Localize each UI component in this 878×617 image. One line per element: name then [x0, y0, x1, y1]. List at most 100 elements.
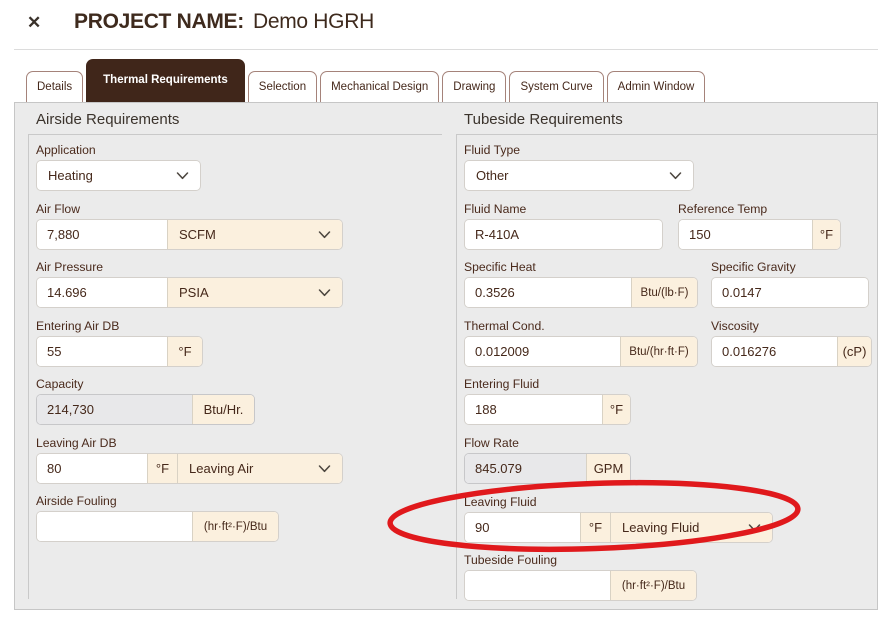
- viscosity-label: Viscosity: [711, 319, 759, 333]
- air-flow-label: Air Flow: [36, 202, 81, 216]
- tubeside-fouling-unit: (hr·ft²·F)/Btu: [610, 571, 696, 600]
- specific-heat-unit: Btu/(lb·F): [631, 278, 697, 307]
- leaving-air-db-label: Leaving Air DB: [36, 436, 117, 450]
- leaving-fluid-unit: °F: [580, 513, 610, 542]
- field-fluid-type: Fluid Type Other: [464, 143, 694, 191]
- tubeside-fouling-input[interactable]: [465, 571, 610, 600]
- reference-temp-unit: °F: [812, 220, 840, 249]
- tab-bar: Details Thermal Requirements Selection M…: [26, 59, 706, 102]
- tubeside-section-heading: Tubeside Requirements: [464, 111, 623, 128]
- tab-system-curve[interactable]: System Curve: [509, 71, 604, 102]
- field-application: Application Heating: [36, 143, 201, 191]
- air-flow-unit: SCFM: [179, 227, 216, 242]
- field-air-pressure: Air Pressure PSIA: [36, 260, 343, 308]
- field-airside-fouling: Airside Fouling (hr·ft²·F)/Btu: [36, 494, 279, 542]
- air-pressure-label: Air Pressure: [36, 260, 104, 274]
- page-title: PROJECT NAME: Demo HGRH: [74, 10, 374, 34]
- tubeside-fouling-label: Tubeside Fouling: [464, 553, 558, 567]
- chevron-down-icon: [318, 464, 331, 472]
- entering-air-db-unit: °F: [167, 337, 202, 366]
- viscosity-unit: (cP): [837, 337, 871, 366]
- fluid-type-label: Fluid Type: [464, 143, 521, 157]
- chevron-down-icon: [318, 288, 331, 296]
- field-entering-air-db: Entering Air DB °F: [36, 319, 203, 367]
- thermal-cond-unit: Btu/(hr·ft·F): [620, 337, 697, 366]
- specific-heat-input[interactable]: [465, 278, 631, 307]
- chevron-down-icon: [669, 171, 682, 179]
- field-specific-heat: Specific Heat Btu/(lb·F): [464, 260, 698, 308]
- tubeside-fieldset-border: [456, 134, 457, 599]
- field-reference-temp: Reference Temp °F: [678, 202, 841, 250]
- capacity-unit: Btu/Hr.: [192, 395, 254, 424]
- tab-selection[interactable]: Selection: [247, 71, 318, 102]
- air-flow-input[interactable]: [37, 220, 167, 249]
- leaving-air-mode-select[interactable]: Leaving Air: [177, 454, 342, 483]
- specific-gravity-input[interactable]: [712, 278, 868, 307]
- airside-heading-rule: [28, 134, 442, 135]
- fluid-name-input[interactable]: [465, 220, 662, 249]
- application-select[interactable]: Heating: [37, 161, 200, 190]
- tab-drawing[interactable]: Drawing: [442, 71, 507, 102]
- application-value: Heating: [48, 168, 93, 183]
- chevron-down-icon: [748, 523, 761, 531]
- airside-fieldset-border: [28, 134, 29, 599]
- entering-air-db-input[interactable]: [37, 337, 167, 366]
- entering-fluid-label: Entering Fluid: [464, 377, 540, 391]
- entering-fluid-unit: °F: [602, 395, 630, 424]
- reference-temp-input[interactable]: [679, 220, 812, 249]
- field-leaving-air-db: Leaving Air DB °F Leaving Air: [36, 436, 343, 484]
- chevron-down-icon: [318, 230, 331, 238]
- field-capacity: Capacity Btu/Hr.: [36, 377, 255, 425]
- airside-fouling-label: Airside Fouling: [36, 494, 117, 508]
- airside-section-heading: Airside Requirements: [36, 111, 180, 128]
- capacity-label: Capacity: [36, 377, 84, 391]
- leaving-fluid-label: Leaving Fluid: [464, 495, 537, 509]
- field-thermal-cond: Thermal Cond. Btu/(hr·ft·F): [464, 319, 698, 367]
- leaving-fluid-mode-select[interactable]: Leaving Fluid: [610, 513, 772, 542]
- tab-details[interactable]: Details: [26, 71, 84, 102]
- field-viscosity: Viscosity (cP): [711, 319, 872, 367]
- header-divider: [14, 49, 878, 50]
- fluid-type-select[interactable]: Other: [465, 161, 693, 190]
- fluid-name-label: Fluid Name: [464, 202, 527, 216]
- specific-heat-label: Specific Heat: [464, 260, 536, 274]
- viscosity-input[interactable]: [712, 337, 837, 366]
- airside-fouling-unit: (hr·ft²·F)/Btu: [192, 512, 278, 541]
- tab-admin-window[interactable]: Admin Window: [606, 71, 706, 102]
- application-label: Application: [36, 143, 96, 157]
- thermal-cond-label: Thermal Cond.: [464, 319, 545, 333]
- leaving-air-db-unit: °F: [147, 454, 177, 483]
- reference-temp-label: Reference Temp: [678, 202, 768, 216]
- fluid-type-value: Other: [476, 168, 509, 183]
- tab-thermal-requirements[interactable]: Thermal Requirements: [86, 59, 245, 102]
- air-pressure-unit-select[interactable]: PSIA: [167, 278, 342, 307]
- capacity-readonly-input: [37, 395, 192, 424]
- flow-rate-label: Flow Rate: [464, 436, 519, 450]
- field-flow-rate: Flow Rate GPM: [464, 436, 631, 484]
- project-name-value: Demo HGRH: [252, 10, 374, 33]
- air-pressure-unit: PSIA: [179, 285, 209, 300]
- entering-fluid-input[interactable]: [465, 395, 602, 424]
- thermal-requirements-panel: Airside Requirements Tubeside Requiremen…: [14, 102, 878, 610]
- air-pressure-input[interactable]: [37, 278, 167, 307]
- tubeside-heading-rule: [456, 134, 877, 135]
- airside-fouling-input[interactable]: [37, 512, 192, 541]
- project-name-label: PROJECT NAME:: [74, 10, 244, 33]
- leaving-air-mode-value: Leaving Air: [189, 461, 254, 476]
- tab-mechanical-design[interactable]: Mechanical Design: [320, 71, 440, 102]
- flow-rate-unit: GPM: [586, 454, 630, 483]
- thermal-cond-input[interactable]: [465, 337, 620, 366]
- field-air-flow: Air Flow SCFM: [36, 202, 343, 250]
- leaving-fluid-input[interactable]: [465, 513, 580, 542]
- flow-rate-readonly-input: [465, 454, 586, 483]
- field-tubeside-fouling: Tubeside Fouling (hr·ft²·F)/Btu: [464, 553, 697, 601]
- entering-air-db-label: Entering Air DB: [36, 319, 120, 333]
- field-leaving-fluid: Leaving Fluid °F Leaving Fluid: [464, 495, 773, 543]
- leaving-fluid-mode-value: Leaving Fluid: [622, 520, 700, 535]
- air-flow-unit-select[interactable]: SCFM: [167, 220, 342, 249]
- specific-gravity-label: Specific Gravity: [711, 260, 796, 274]
- field-entering-fluid: Entering Fluid °F: [464, 377, 631, 425]
- close-icon[interactable]: ✕: [27, 13, 42, 32]
- field-fluid-name: Fluid Name: [464, 202, 663, 250]
- leaving-air-db-input[interactable]: [37, 454, 147, 483]
